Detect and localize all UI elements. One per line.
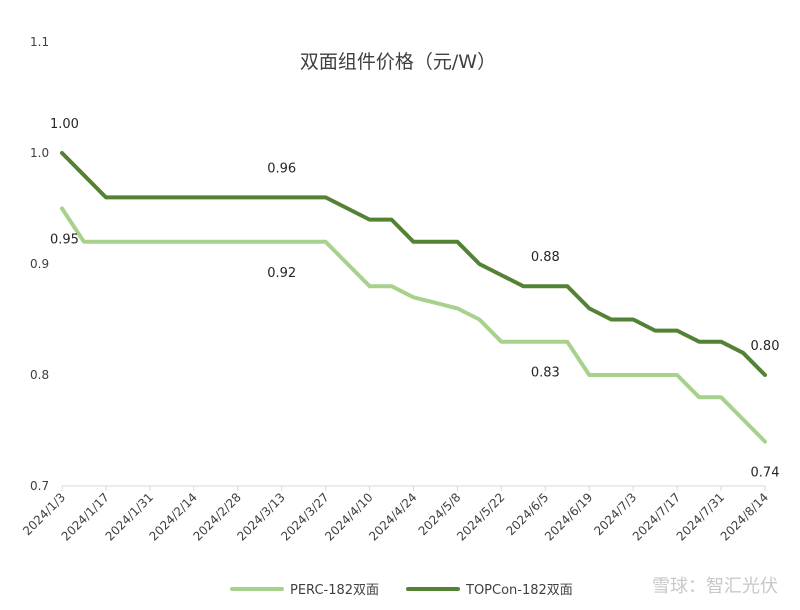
series-line-topcon (60, 151, 767, 377)
x-tick-label: 2024/5/22 (454, 490, 507, 543)
x-tick-label: 2024/6/19 (542, 490, 595, 543)
data-label: 0.88 (531, 250, 560, 265)
y-tick-label: 0.7 (30, 479, 49, 493)
data-label: 0.96 (267, 161, 296, 176)
legend-label: TOPCon-182双面 (465, 583, 573, 598)
data-label: 0.74 (751, 466, 780, 481)
data-label: 0.92 (267, 266, 296, 281)
y-axis: 0.7 0.8 0.9 1.0 1.1 (30, 35, 49, 493)
data-labels: 1.00 0.96 0.88 0.80 0.95 0.92 0.83 0.74 (50, 117, 779, 481)
plot-area (60, 151, 767, 444)
chart-title: 双面组件价格（元/W） (300, 51, 496, 73)
watermark: 雪球：智汇光伏 (652, 576, 778, 597)
x-tick-label: 2024/4/24 (366, 490, 419, 543)
y-tick-label: 0.9 (30, 257, 49, 271)
x-axis: 2024/1/32024/1/172024/1/312024/2/142024/… (20, 486, 771, 544)
y-tick-label: 1.1 (30, 35, 49, 49)
y-tick-label: 1.0 (30, 146, 49, 160)
x-tick-label: 2024/8/14 (718, 490, 771, 543)
data-label: 0.80 (751, 339, 780, 354)
y-tick-label: 0.8 (30, 368, 49, 382)
legend: PERC-182双面 TOPCon-182双面 (230, 583, 573, 598)
legend-label: PERC-182双面 (290, 583, 379, 598)
data-label: 0.95 (50, 233, 79, 248)
data-label: 1.00 (50, 117, 79, 132)
series-line-perc (60, 206, 767, 444)
data-label: 0.83 (531, 366, 560, 381)
